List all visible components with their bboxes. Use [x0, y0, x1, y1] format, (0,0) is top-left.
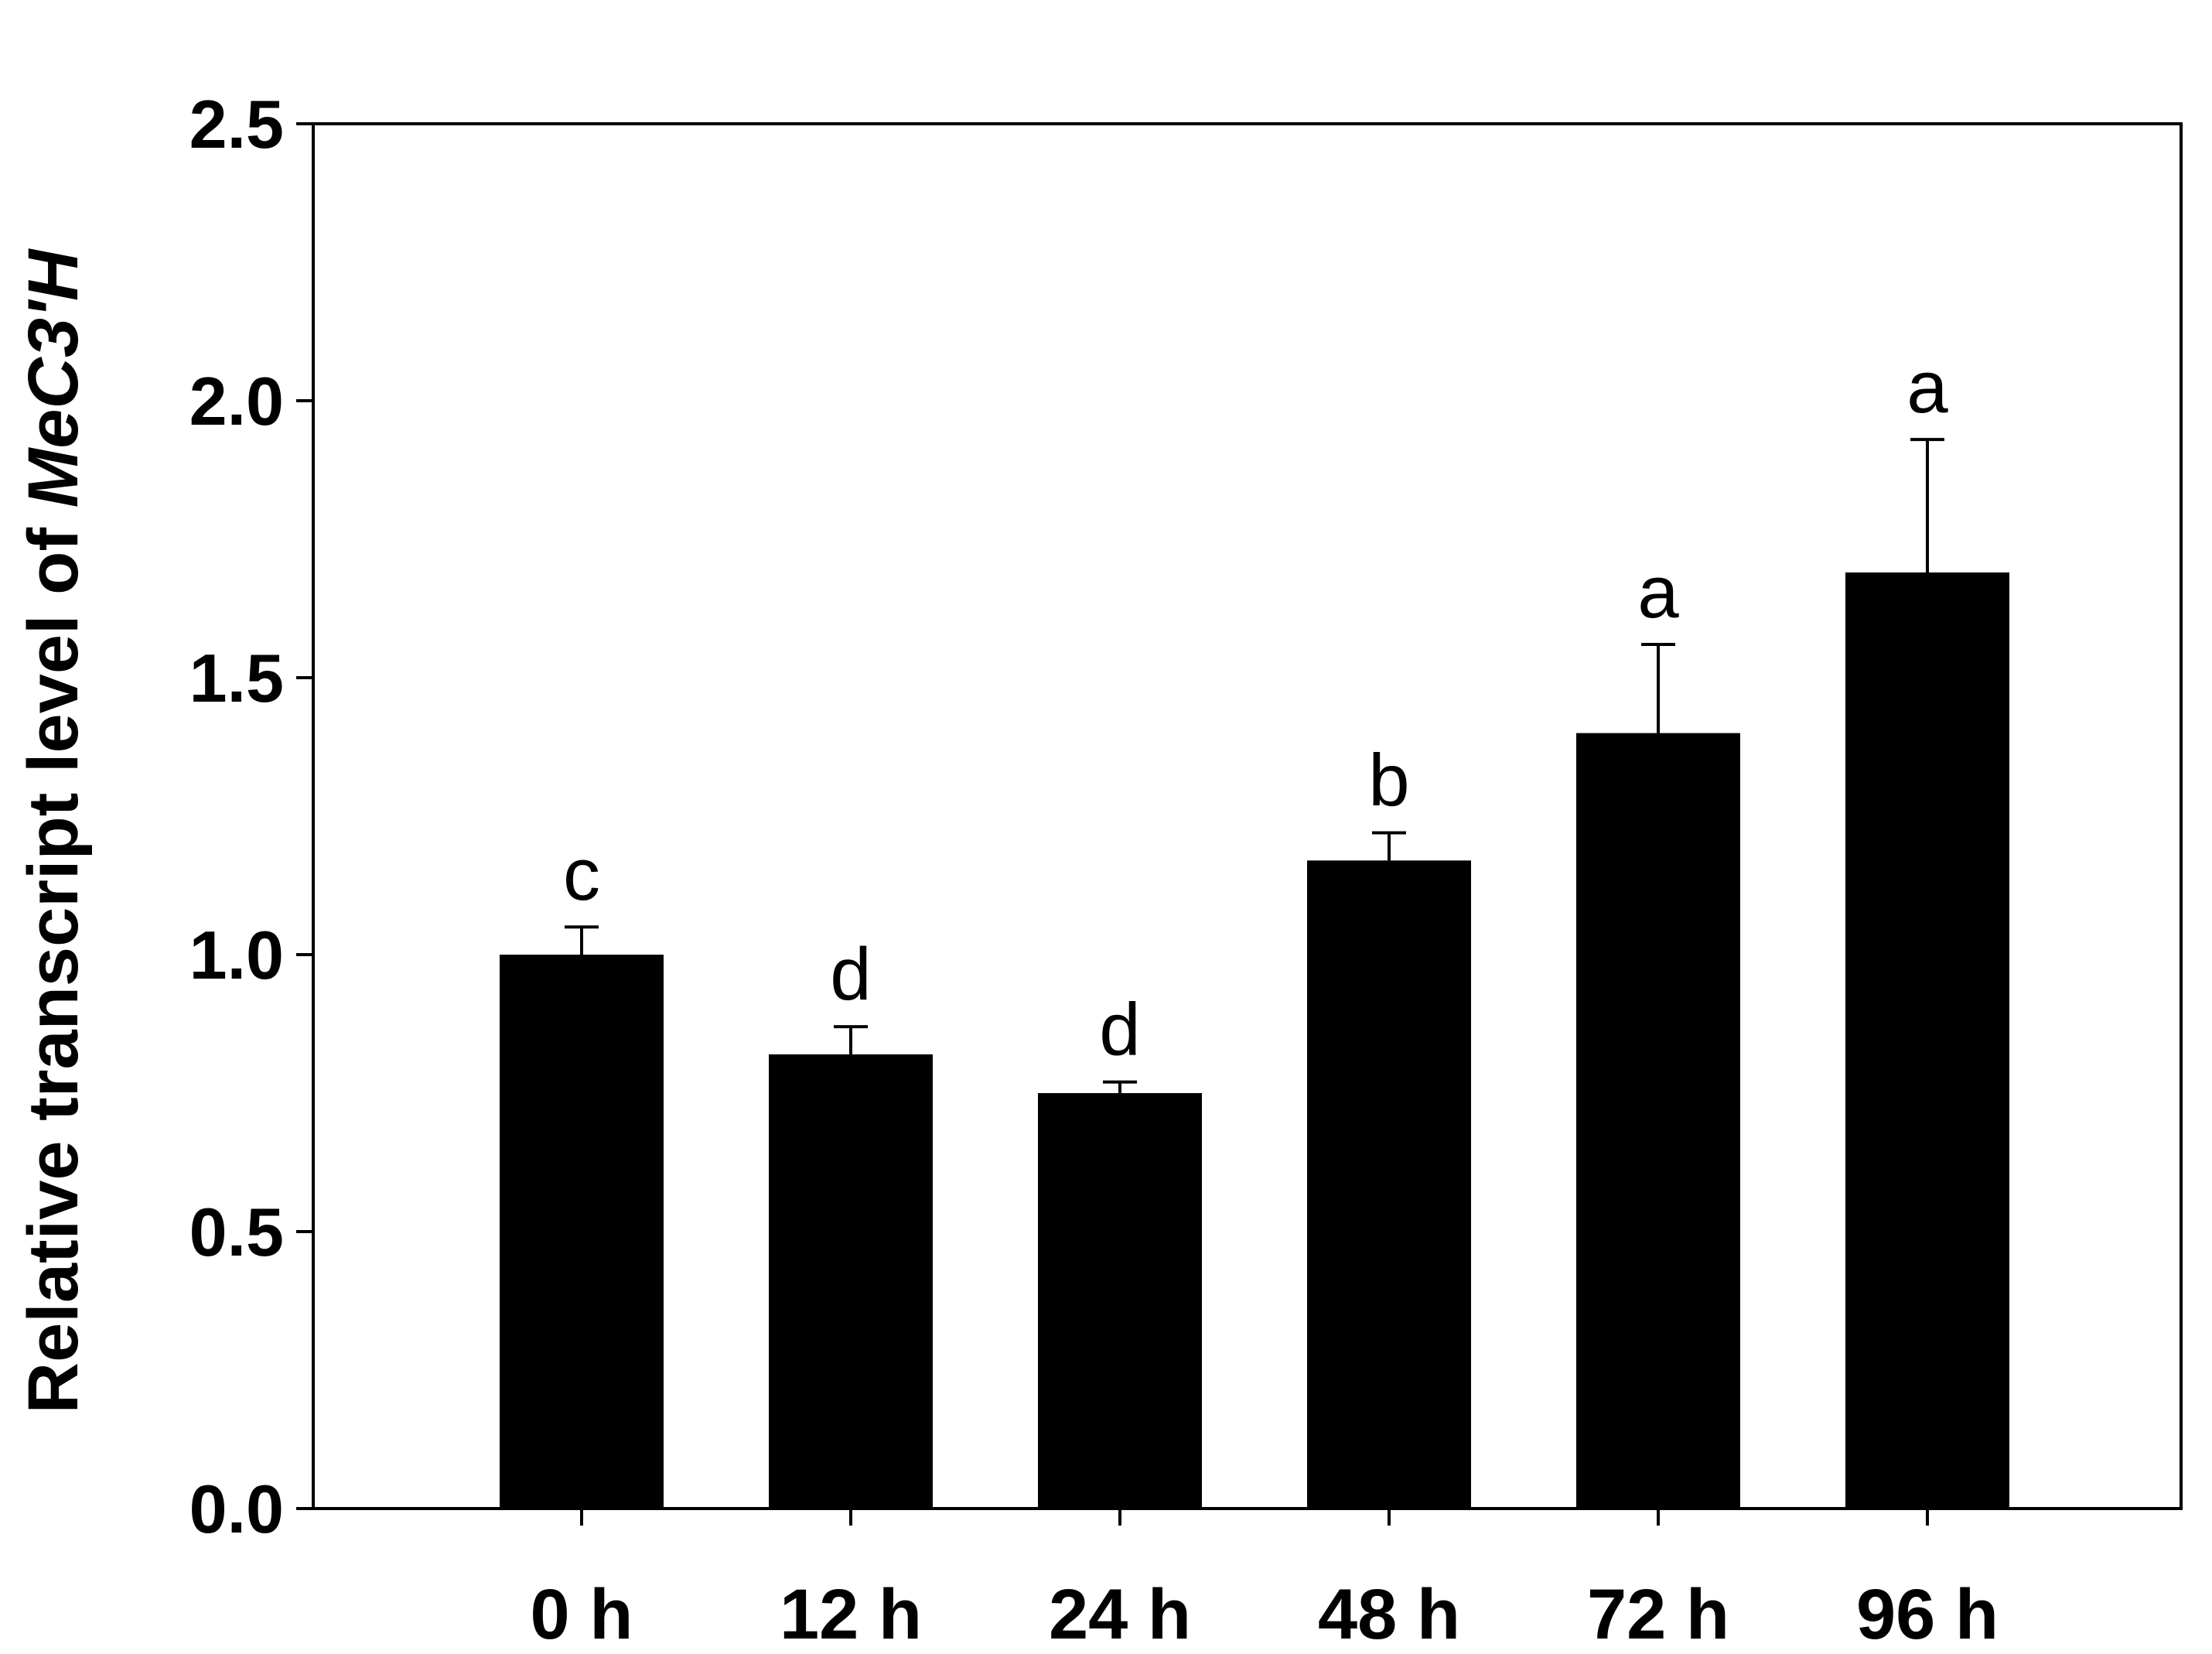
bar — [1845, 572, 2009, 1509]
y-axis-ticks: 0.0 0.5 1.0 1.5 2.0 2.5 — [189, 86, 313, 1547]
x-axis-ticks: 0 h 12 h 24 h 48 h 72 h 96 h — [531, 1509, 1999, 1654]
y-tick-label: 2.5 — [189, 86, 284, 162]
bar — [1038, 1093, 1202, 1509]
bar — [1307, 860, 1471, 1509]
significance-letter: d — [830, 933, 871, 1016]
bar — [500, 955, 664, 1509]
y-tick-label: 1.0 — [189, 917, 284, 993]
x-tick-label: 24 h — [1049, 1575, 1191, 1654]
x-tick-label: 48 h — [1318, 1575, 1460, 1654]
y-tick-label: 2.0 — [189, 363, 284, 439]
bars — [500, 572, 2009, 1509]
y-axis-title-gene: MeC3'H — [14, 248, 93, 507]
error-bars — [565, 438, 1944, 1093]
y-tick-label: 0.0 — [189, 1471, 284, 1547]
x-tick-label: 0 h — [531, 1575, 633, 1654]
bar — [769, 1054, 933, 1509]
plot-frame — [312, 122, 2183, 1510]
significance-letter: a — [1906, 346, 1948, 429]
x-tick-label: 96 h — [1856, 1575, 1999, 1654]
y-axis-title-prefix: Relative transcript level of — [14, 507, 93, 1413]
significance-letter: d — [1099, 989, 1140, 1071]
x-tick-label: 72 h — [1587, 1575, 1729, 1654]
y-axis-title: Relative transcript level of MeC3'H — [14, 248, 93, 1413]
significance-letter: c — [563, 833, 600, 916]
x-tick-label: 12 h — [780, 1575, 922, 1654]
significance-letter: b — [1368, 739, 1409, 822]
y-tick-label: 1.5 — [189, 640, 284, 716]
significance-letter: a — [1637, 551, 1679, 634]
y-tick-label: 0.5 — [189, 1194, 284, 1270]
significance-letters: c d d b a a — [563, 346, 1948, 1071]
bar — [1576, 733, 1740, 1509]
